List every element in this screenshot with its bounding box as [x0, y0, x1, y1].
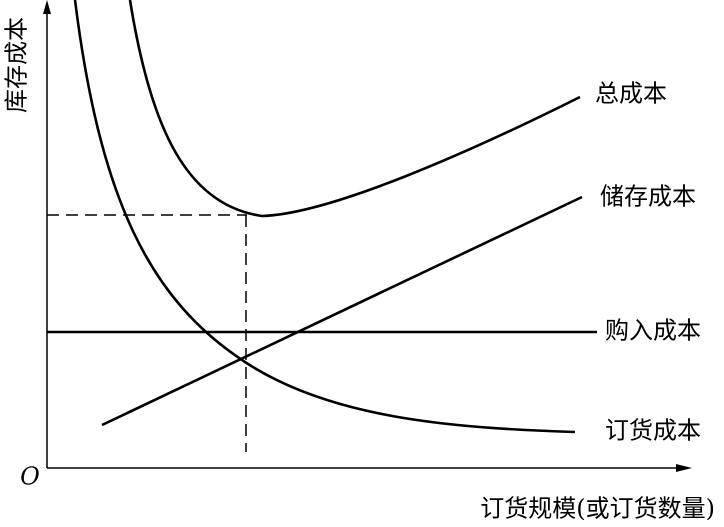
curve-label: 购入成本	[605, 317, 701, 345]
x-axis-label: 订货规模(或订货数量)	[480, 495, 715, 523]
order-cost-curve	[73, 0, 576, 434]
y-arrow	[43, 0, 51, 14]
storage-cost-line	[101, 195, 583, 427]
total-cost-curve	[128, 0, 581, 218]
y-axis-label: 库存成本	[3, 17, 31, 113]
x-arrow	[676, 464, 692, 472]
curve-label: 订货成本	[605, 417, 701, 445]
curve-label: 储存成本	[600, 183, 696, 211]
curve-label: 总成本	[595, 80, 667, 108]
origin-label: O	[20, 463, 40, 491]
